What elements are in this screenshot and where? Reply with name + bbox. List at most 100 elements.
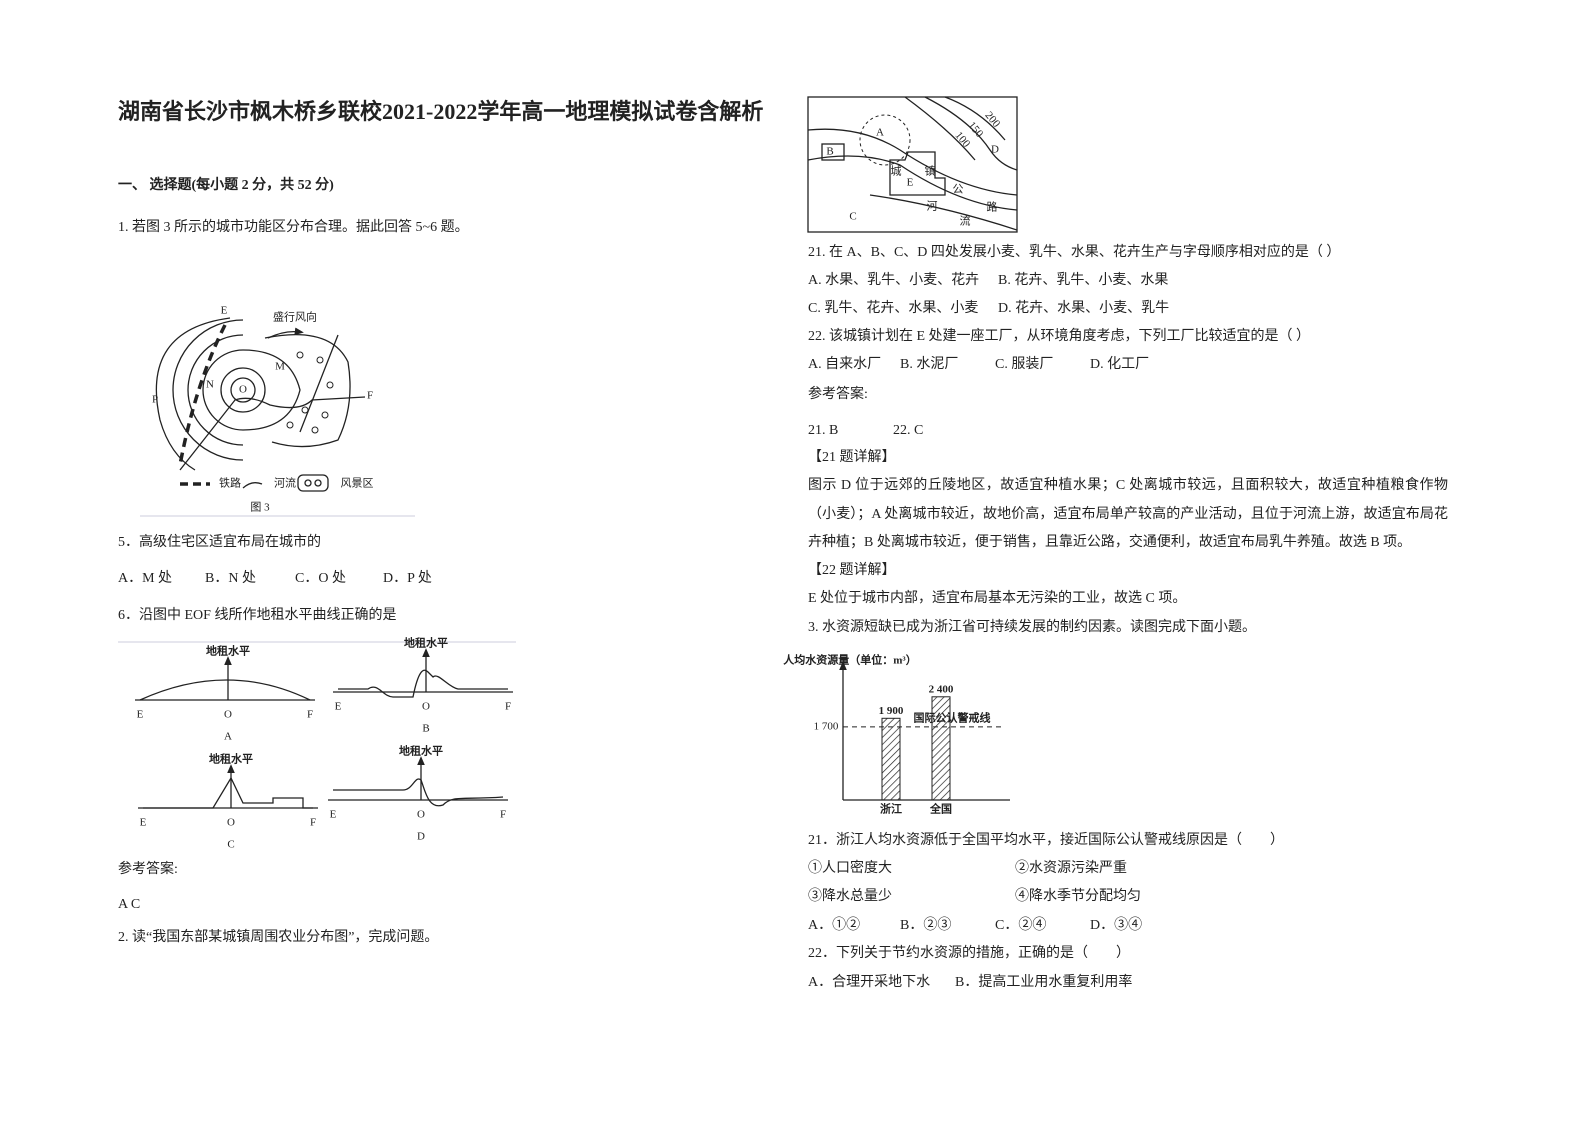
question: 3. 水资源短缺已成为浙江省可持续发展的制约因素。读图完成下面小题。	[808, 620, 1256, 635]
map-label: E	[907, 177, 914, 189]
title: 湖南省长沙市枫木桥乡联校2021-2022学年高一地理模拟试卷含解析	[118, 99, 764, 124]
option: D. 花卉、水果、小麦、乳牛	[998, 301, 1170, 316]
section-heading: 一、 选择题(每小题 2 分，共 52 分)	[118, 178, 334, 193]
axis-label: F	[310, 817, 316, 829]
graph-label: A	[224, 731, 232, 743]
answer: 22. C	[893, 423, 924, 438]
y-axis-label: 人均水资源量（单位：m³）	[783, 653, 916, 667]
bar	[881, 717, 901, 801]
graph-title: 地租水平	[399, 744, 443, 758]
option: B．②③	[900, 918, 952, 933]
axis-label: E	[137, 709, 144, 721]
axis-label: O	[227, 817, 235, 829]
item: ④降水季节分配均匀	[1015, 889, 1141, 904]
river	[807, 128, 1018, 211]
graph-title: 地租水平	[206, 644, 250, 658]
legend-dot	[314, 479, 322, 487]
explanation: 图示 D 位于远郊的丘陵地区，故适宜种植水果；C 处离城市较远，且面积较大，故适…	[808, 478, 1448, 550]
contour-label: 100	[952, 130, 972, 151]
question: 21. 在 A、B、C、D 四处发展小麦、乳牛、水果、花卉生产与字母顺序相对应的…	[808, 245, 1341, 260]
road	[299, 334, 339, 433]
graph-label: B	[422, 723, 429, 735]
option: C．O 处	[295, 571, 346, 586]
map-label: E	[221, 305, 228, 317]
rent-curve	[143, 776, 313, 809]
explanation-heading: 【21 题详解】	[808, 450, 896, 465]
city-edge	[155, 317, 231, 471]
contour-label: 200	[982, 110, 1002, 131]
value-label: 1 900	[879, 705, 904, 717]
contours	[904, 96, 1018, 171]
option: D．P 处	[383, 571, 432, 586]
zone-a	[859, 114, 911, 166]
legend-label: 河流	[274, 476, 296, 490]
scenic-area	[264, 333, 351, 448]
graph-label: D	[417, 831, 425, 843]
wind-label: 盛行风向	[273, 310, 317, 324]
legend-river	[242, 482, 263, 489]
graph-title: 地租水平	[404, 636, 448, 650]
zone	[242, 349, 301, 431]
scenic-dots	[286, 351, 334, 434]
map-label: A	[876, 127, 884, 139]
axis-label: O	[422, 701, 430, 713]
map-label: 镇	[925, 164, 936, 178]
map-label: F	[367, 390, 373, 402]
map-label: P	[152, 394, 158, 406]
road	[869, 194, 1018, 231]
map-label: 河	[927, 200, 938, 213]
town	[889, 151, 946, 196]
wind-arrow	[267, 327, 304, 339]
map-frame	[807, 96, 1018, 233]
option: B．提高工业用水重复利用率	[955, 975, 1133, 990]
bar	[931, 696, 951, 801]
river	[179, 396, 366, 471]
zone	[220, 367, 266, 413]
item: ①人口密度大	[808, 861, 892, 876]
zone-b	[821, 143, 845, 161]
legend-scenic	[297, 474, 329, 492]
explanation: E 处位于城市内部，适宜布局基本无污染的工业，故选 C 项。	[808, 591, 1187, 606]
item: ③降水总量少	[808, 889, 892, 904]
axis-label: F	[505, 701, 511, 713]
explanation-heading: 【22 题详解】	[808, 563, 896, 578]
rent-curve	[139, 679, 311, 701]
graph-label: C	[227, 839, 234, 851]
axis-label: O	[417, 809, 425, 821]
legend-label: 风景区	[341, 477, 374, 490]
option: C. 乳牛、花卉、水果、小麦	[808, 301, 979, 316]
farm-map	[807, 96, 1018, 233]
answer-heading: 参考答案:	[808, 387, 868, 402]
option: A. 自来水厂	[808, 357, 882, 372]
warning-label: 国际公认警戒线	[914, 710, 991, 724]
question: 22. 该城镇计划在 E 处建一座工厂，从环境角度考虑，下列工厂比较适宜的是（ …	[808, 329, 1311, 344]
option: B. 花卉、乳牛、小麦、水果	[998, 273, 1169, 288]
category-label: 浙江	[880, 802, 902, 816]
value-label: 2 400	[929, 683, 954, 695]
railway	[178, 324, 227, 466]
question: 2. 读“我国东部某城镇周围农业分布图”，完成问题。	[118, 930, 439, 945]
map-label: C	[849, 211, 856, 223]
axis-label: E	[330, 809, 337, 821]
axis-label: E	[140, 817, 147, 829]
axis-label: F	[307, 709, 313, 721]
answer-heading: 参考答案:	[118, 862, 178, 877]
question: 21．浙江人均水资源低于全国平均水平，接近国际公认警戒线原因是（ ）	[808, 833, 1284, 848]
axis-label: O	[224, 709, 232, 721]
rent-curve	[338, 669, 508, 698]
map-label: N	[206, 379, 214, 391]
water-chart	[839, 661, 1010, 801]
answer: 21. B	[808, 423, 839, 438]
option: A．①②	[808, 918, 861, 933]
map-label: B	[826, 146, 833, 158]
rent-curve	[333, 778, 504, 807]
map-label: 流	[960, 214, 971, 228]
item: ②水资源污染严重	[1015, 861, 1127, 876]
option: B．N 处	[205, 571, 256, 586]
map-label: 路	[987, 201, 998, 214]
answer: A C	[118, 897, 141, 912]
option: D. 化工厂	[1090, 357, 1150, 372]
map-label: M	[275, 361, 285, 373]
tick-label: 1 700	[814, 720, 839, 732]
